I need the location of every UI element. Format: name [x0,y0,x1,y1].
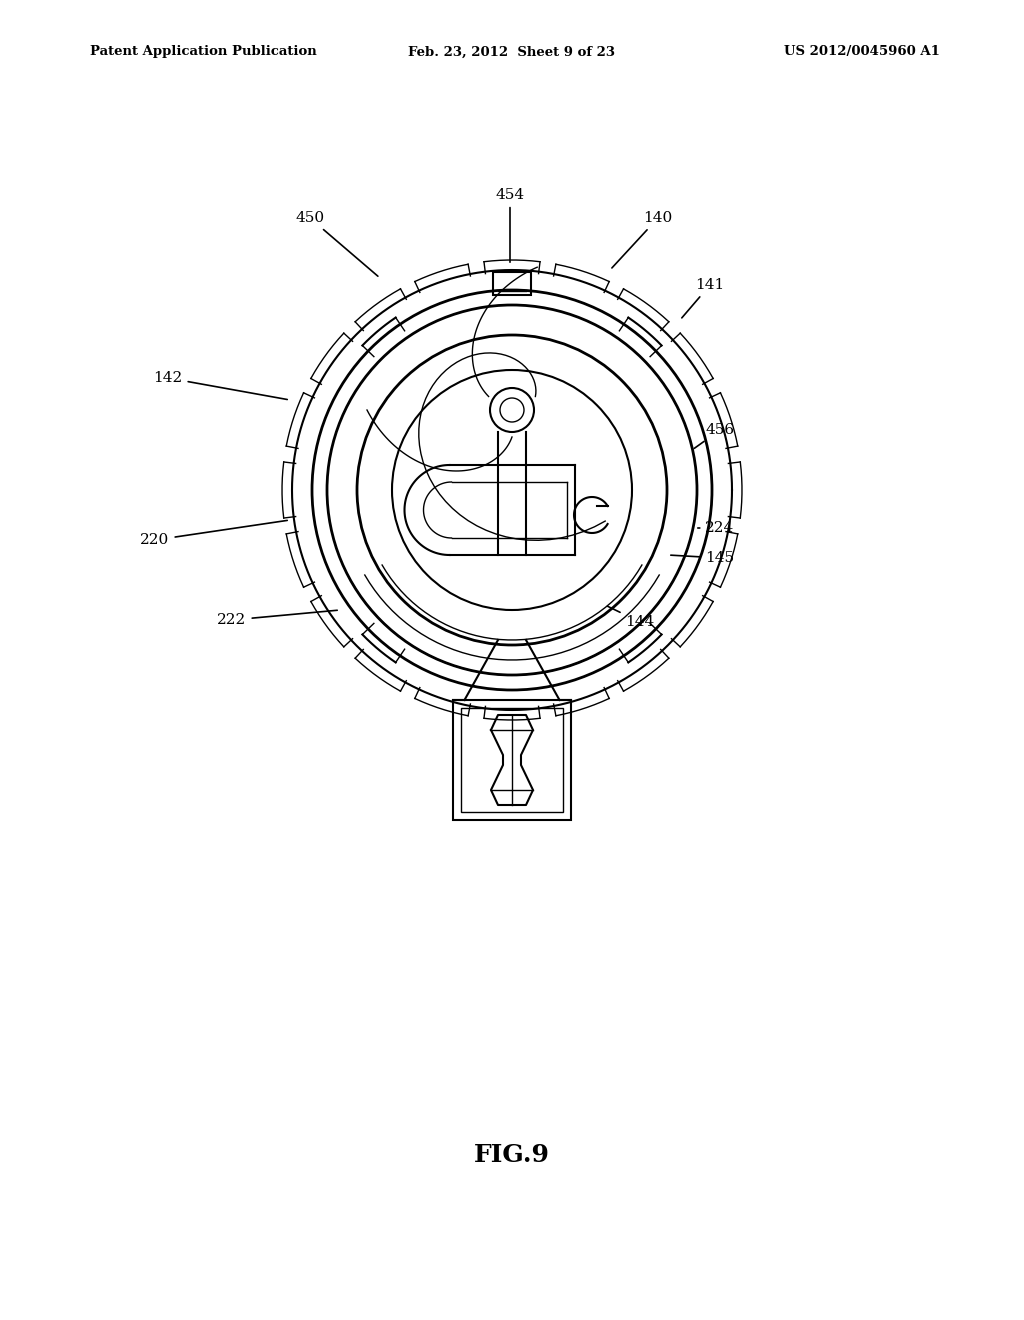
Bar [461,708,563,812]
Text: 140: 140 [612,211,673,268]
Text: 141: 141 [682,279,725,318]
Text: 142: 142 [154,371,288,400]
Text: Patent Application Publication: Patent Application Publication [90,45,316,58]
Text: 454: 454 [496,187,524,263]
Text: 144: 144 [607,606,654,630]
Bar [493,272,531,294]
Text: 145: 145 [671,550,734,565]
Text: US 2012/0045960 A1: US 2012/0045960 A1 [784,45,940,58]
Text: 222: 222 [217,610,337,627]
Text: 220: 220 [140,520,288,546]
Text: 224: 224 [697,521,734,535]
Text: FIG.9: FIG.9 [474,1143,550,1167]
Text: 450: 450 [296,211,378,276]
Bar [453,700,571,820]
Text: 456: 456 [694,422,734,449]
Text: Feb. 23, 2012  Sheet 9 of 23: Feb. 23, 2012 Sheet 9 of 23 [409,45,615,58]
